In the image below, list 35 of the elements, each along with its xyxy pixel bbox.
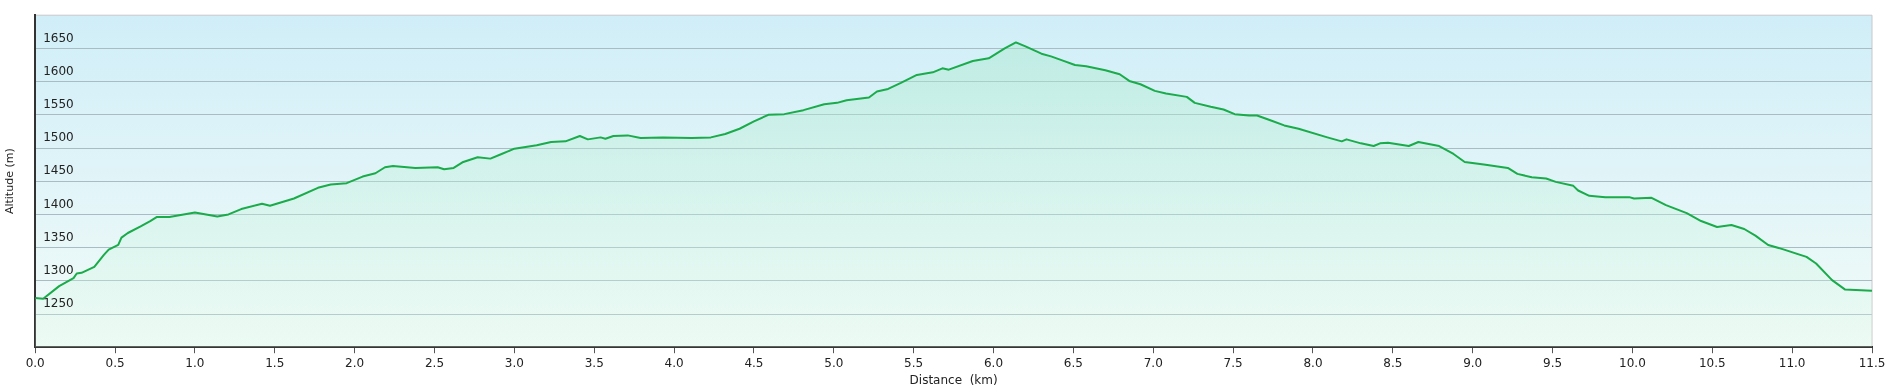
y-tick-label: 1250	[43, 296, 74, 311]
y-tick-label: 1550	[43, 96, 74, 111]
x-tick-label: 7.5	[1223, 355, 1243, 370]
y-axis-title: Altitude (m)	[3, 148, 17, 215]
x-tick-label: 7.0	[1143, 355, 1163, 370]
x-tick-label: 10.5	[1698, 355, 1726, 370]
x-tick-label: 10.0	[1619, 355, 1646, 370]
x-tick-label: 1.0	[185, 355, 205, 370]
x-tick-label: 2.5	[424, 355, 445, 370]
y-tick-label: 1300	[43, 262, 74, 277]
x-tick-label: 8.0	[1303, 355, 1323, 370]
x-tick-label: 8.5	[1383, 355, 1403, 370]
y-tick-label: 1650	[43, 30, 74, 45]
x-tick-label: 11.5	[1858, 355, 1886, 370]
x-axis-title: Distance (km)	[909, 372, 998, 387]
x-tick-label: 5.0	[824, 355, 844, 370]
x-tick-label: 9.0	[1463, 355, 1483, 370]
y-tick-label: 1350	[43, 229, 74, 244]
x-tick-label: 6.5	[1063, 355, 1083, 370]
x-tick-label: 1.5	[265, 355, 285, 370]
x-tick-label: 0.0	[25, 355, 45, 370]
x-tick-label: 4.0	[664, 355, 684, 370]
y-tick-label: 1450	[43, 163, 74, 178]
x-tick-label: 3.0	[504, 355, 524, 370]
x-tick-label: 0.5	[105, 355, 125, 370]
x-tick-label: 6.0	[983, 355, 1004, 370]
x-tick-label: 3.5	[584, 355, 604, 370]
x-tick-label: 9.5	[1543, 355, 1563, 370]
y-tick-label: 1600	[43, 63, 74, 78]
x-tick-label: 4.5	[744, 355, 764, 370]
y-tick-label: 1400	[43, 196, 74, 211]
y-tick-label: 1500	[43, 130, 74, 145]
x-tick-label: 2.0	[345, 355, 365, 370]
x-tick-label: 11.0	[1778, 355, 1806, 370]
x-tick-label: 5.5	[904, 355, 924, 370]
